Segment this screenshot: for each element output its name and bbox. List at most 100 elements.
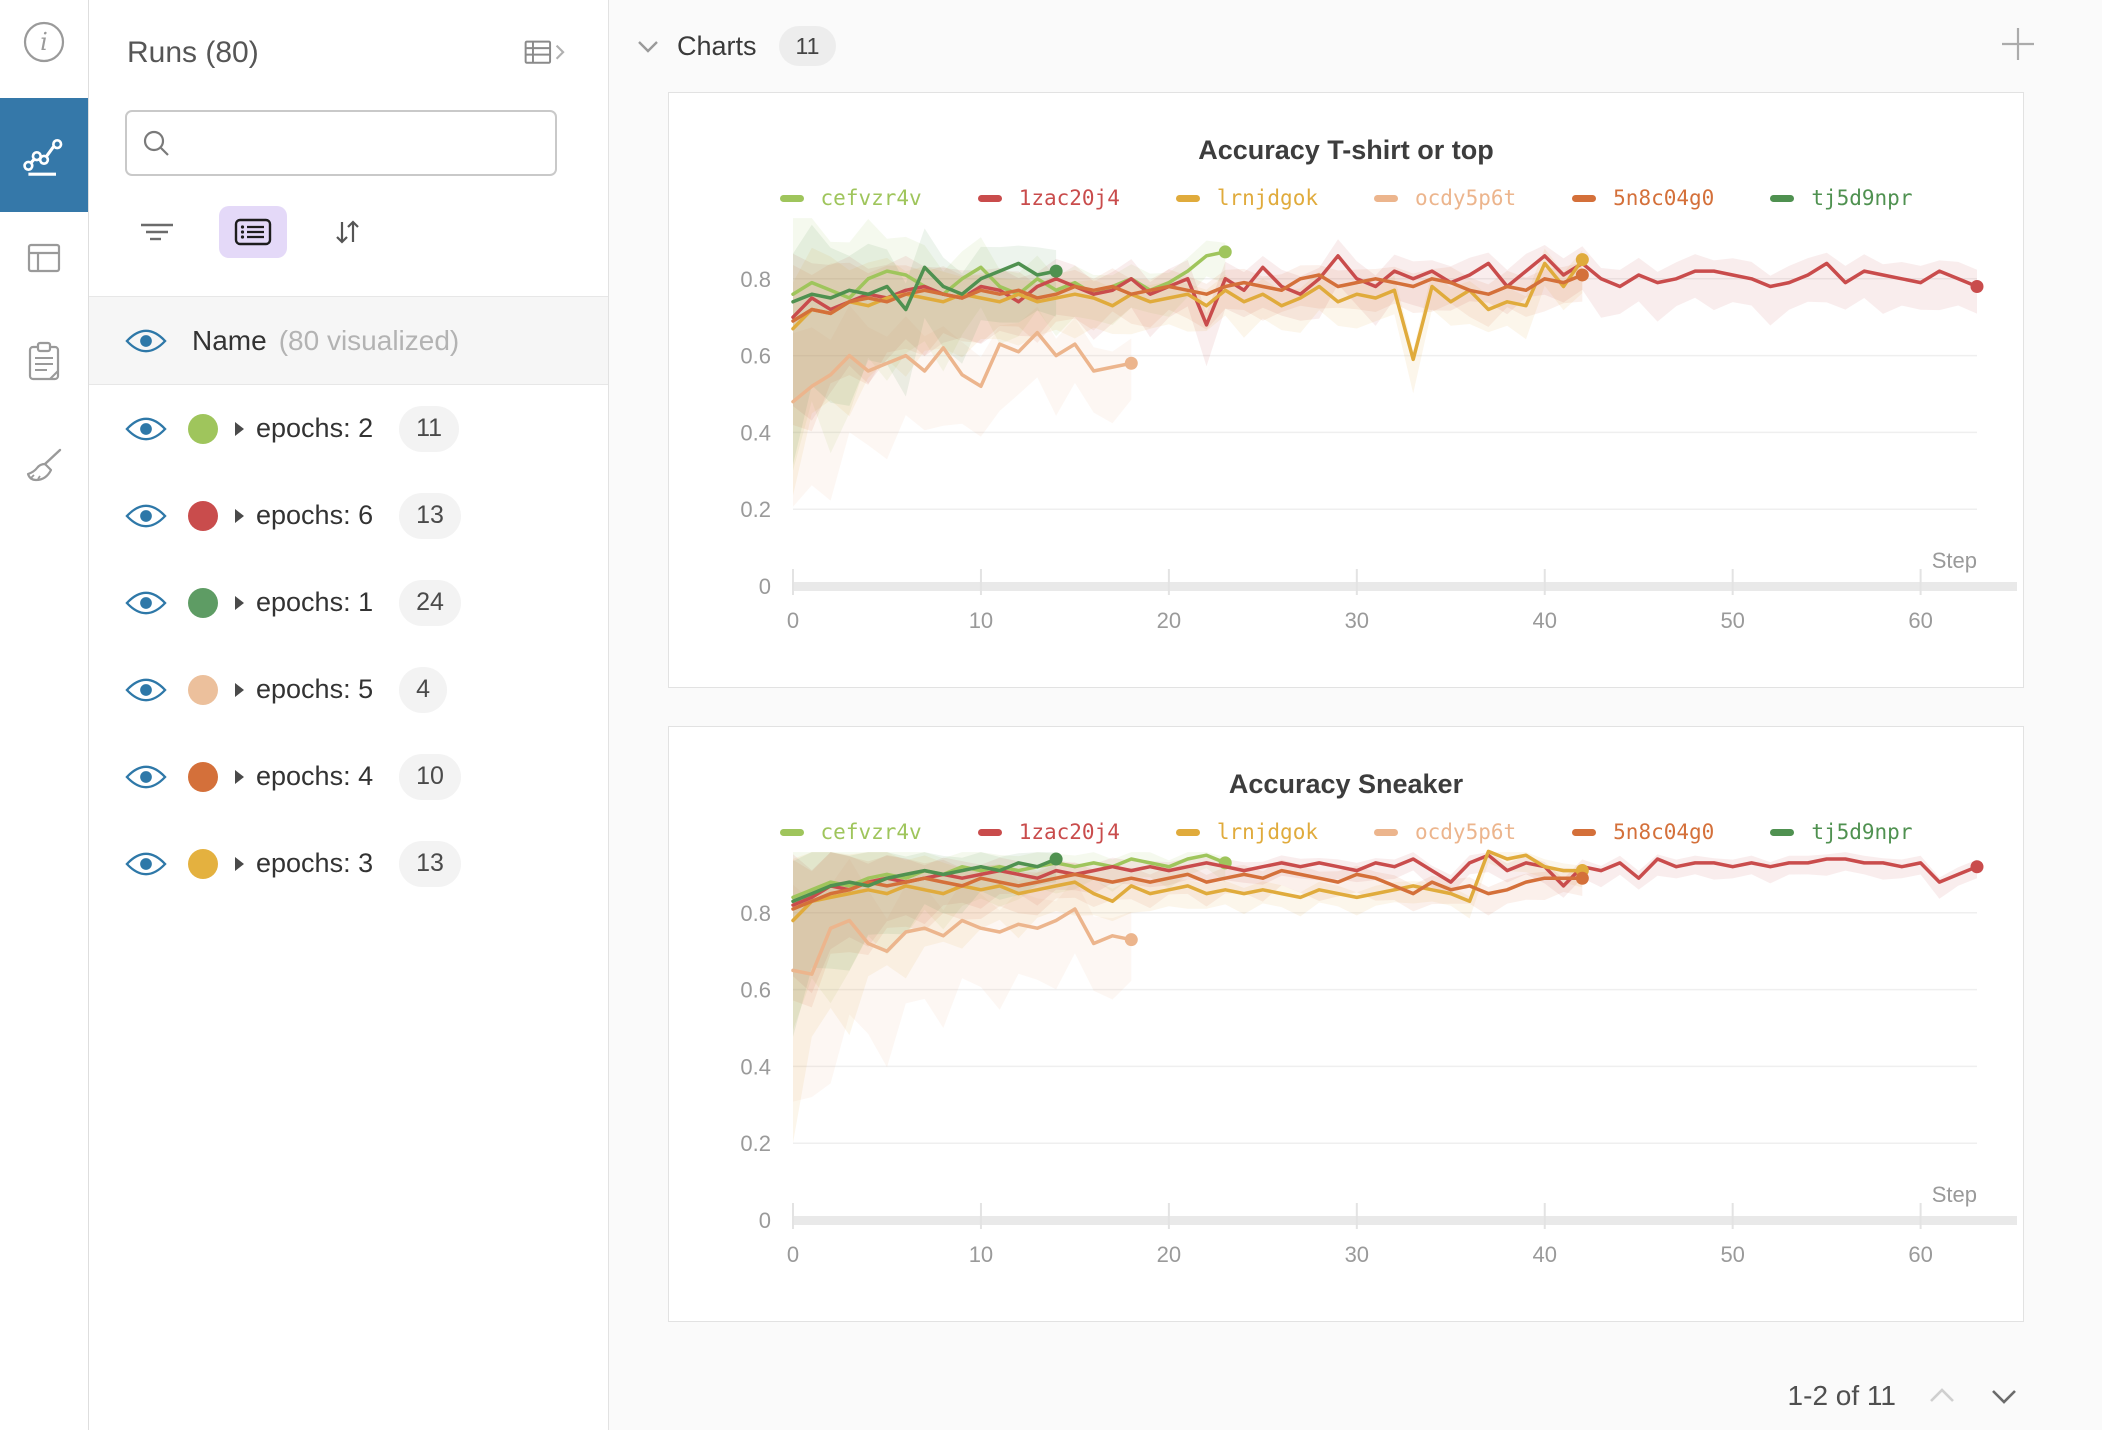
search-icon [143, 130, 169, 156]
eye-icon[interactable] [124, 676, 168, 704]
logs-clipboard-icon[interactable] [22, 340, 66, 384]
sweeps-broom-icon[interactable] [20, 442, 68, 490]
svg-text:10: 10 [969, 1242, 993, 1267]
caret-right-icon[interactable] [232, 594, 246, 612]
chevron-down-icon [1992, 1390, 2016, 1404]
legend-item[interactable]: ocdy5p6t [1374, 820, 1516, 844]
run-count-badge: 24 [399, 579, 461, 626]
svg-text:60: 60 [1908, 1242, 1932, 1267]
chart-plot[interactable]: 0 0.2 0.4 0.6 0.8 0 10 20 30 40 50 60 Step [669, 848, 2023, 1278]
chevron-down-icon[interactable] [635, 37, 661, 55]
svg-text:20: 20 [1157, 1242, 1181, 1267]
page-down-button[interactable] [1988, 1386, 2020, 1406]
svg-text:Step: Step [1932, 1182, 1977, 1207]
run-group-row[interactable]: epochs: 1 24 [89, 559, 608, 646]
legend-label: cefvzr4v [820, 186, 922, 210]
legend-label: lrnjdgok [1216, 186, 1318, 210]
svg-text:0.4: 0.4 [740, 420, 771, 445]
legend-item[interactable]: tj5d9npr [1770, 186, 1912, 210]
eye-icon[interactable] [124, 502, 168, 530]
svg-text:0.6: 0.6 [740, 344, 771, 369]
run-color-dot [188, 413, 218, 444]
legend-item[interactable]: 5n8c04g0 [1572, 820, 1714, 844]
run-color-dot [188, 848, 218, 879]
chart-panel-accuracy-sneaker[interactable]: Accuracy Sneaker cefvzr4v 1zac20j4 lrnjdgo… [668, 726, 2024, 1322]
run-group-label: epochs: 5 [256, 674, 374, 704]
workspace-charts-tab[interactable] [0, 98, 88, 212]
svg-text:0.2: 0.2 [740, 1131, 771, 1156]
legend-dash [1572, 828, 1597, 836]
run-group-label: epochs: 3 [256, 848, 374, 878]
svg-text:0.8: 0.8 [740, 901, 771, 926]
legend-dash [977, 194, 1002, 202]
name-header-visualized-count: (80 visualized) [278, 324, 460, 356]
info-icon[interactable]: i [22, 20, 66, 64]
eye-icon[interactable] [124, 763, 168, 791]
run-group-row[interactable]: epochs: 6 13 [89, 472, 608, 559]
chart-legend: cefvzr4v 1zac20j4 lrnjdgok ocdy5p6t 5n8c04g0… [669, 820, 2023, 844]
charts-section: Charts 11 Accuracy T-shirt or top cefvzr… [609, 0, 2102, 1430]
legend-item[interactable]: 5n8c04g0 [1572, 186, 1714, 210]
eye-icon[interactable] [124, 850, 168, 878]
run-group-row[interactable]: epochs: 3 13 [89, 820, 608, 907]
legend-item[interactable]: ocdy5p6t [1374, 186, 1516, 210]
svg-text:0.6: 0.6 [740, 978, 771, 1003]
legend-item[interactable]: 1zac20j4 [977, 186, 1120, 210]
run-group-label: epochs: 2 [256, 413, 374, 443]
legend-item[interactable]: lrnjdgok [1175, 186, 1318, 210]
caret-right-icon[interactable] [232, 768, 246, 786]
run-color-dot [188, 761, 218, 792]
run-group-row[interactable]: epochs: 2 11 [89, 385, 608, 472]
eye-icon[interactable] [124, 327, 168, 355]
svg-text:20: 20 [1157, 608, 1181, 633]
legend-dash [1374, 194, 1398, 202]
runs-toolbar [89, 206, 608, 258]
filter-icon[interactable] [137, 217, 177, 247]
run-group-row[interactable]: epochs: 5 4 [89, 646, 608, 733]
chart-title: Accuracy Sneaker [1228, 769, 1464, 799]
svg-text:40: 40 [1533, 608, 1557, 633]
run-color-dot [188, 500, 218, 531]
legend-label: 1zac20j4 [1018, 820, 1120, 844]
search-input[interactable] [181, 118, 555, 168]
list-view-button[interactable] [219, 206, 287, 258]
charts-section-header: Charts 11 [609, 0, 2102, 92]
svg-text:60: 60 [1908, 608, 1932, 633]
legend-label: cefvzr4v [820, 820, 922, 844]
legend-label: ocdy5p6t [1415, 820, 1517, 844]
run-group-list: epochs: 2 11 epochs: 6 13 epochs: 1 24 e… [89, 385, 608, 907]
caret-right-icon[interactable] [232, 855, 246, 873]
legend-item[interactable]: cefvzr4v [779, 820, 922, 844]
eye-icon[interactable] [124, 415, 168, 443]
line-chart-icon [23, 139, 63, 176]
sort-icon[interactable] [329, 214, 365, 250]
chart-plot[interactable]: 0 0.2 0.4 0.6 0.8 0 10 20 30 40 50 60 Step [669, 214, 2023, 644]
charts-section-title: Charts [677, 30, 757, 61]
caret-right-icon[interactable] [232, 681, 246, 699]
legend-item[interactable]: lrnjdgok [1175, 820, 1318, 844]
legend-label: tj5d9npr [1811, 186, 1913, 210]
add-panel-button[interactable] [1996, 22, 2040, 66]
caret-right-icon[interactable] [232, 420, 246, 438]
runs-name-header-row[interactable]: Name (80 visualized) [89, 296, 608, 385]
legend-item[interactable]: tj5d9npr [1770, 820, 1912, 844]
page-up-button[interactable] [1926, 1386, 1958, 1406]
expand-runs-table-button[interactable] [524, 36, 568, 70]
table-tab-icon[interactable] [24, 238, 64, 278]
legend-item[interactable]: 1zac20j4 [977, 820, 1120, 844]
legend-label: 5n8c04g0 [1613, 820, 1715, 844]
svg-text:0.4: 0.4 [740, 1054, 771, 1079]
caret-right-icon[interactable] [232, 507, 246, 525]
run-count-badge: 11 [399, 405, 460, 452]
run-group-row[interactable]: epochs: 4 10 [89, 733, 608, 820]
svg-text:30: 30 [1345, 608, 1369, 633]
legend-item[interactable]: cefvzr4v [779, 186, 922, 210]
table-expand-icon [524, 40, 565, 64]
eye-icon[interactable] [124, 589, 168, 617]
legend-dash [779, 194, 804, 202]
legend-dash [1374, 828, 1398, 836]
charts-count-badge: 11 [778, 26, 837, 66]
chart-panel-accuracy-tshirt[interactable]: Accuracy T-shirt or top cefvzr4v 1zac20j4… [668, 92, 2024, 688]
svg-text:i: i [40, 28, 48, 56]
run-count-badge: 10 [399, 753, 461, 800]
